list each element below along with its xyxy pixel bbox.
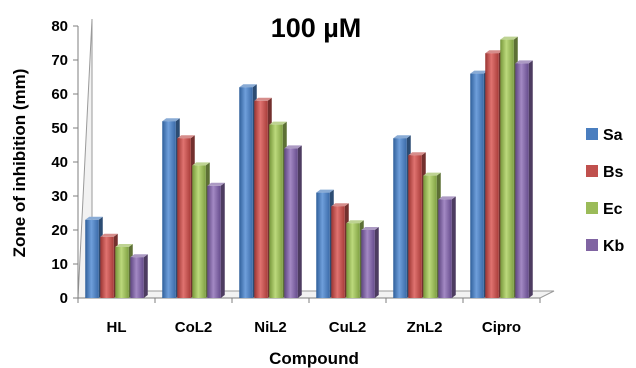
bar-Ec-CuL2 xyxy=(346,220,364,298)
legend: Sa Bs Ec Kb xyxy=(586,127,625,255)
bar-Sa-ZnL2 xyxy=(393,135,411,298)
bar-Bs-CuL2 xyxy=(331,203,349,298)
bar-Sa-CuL2 xyxy=(316,189,334,298)
y-tick-label: 40 xyxy=(51,154,68,171)
bar-Bs-HL xyxy=(100,233,118,298)
bar-Sa-HL xyxy=(85,216,103,298)
chart-title: 100 µM xyxy=(271,13,362,43)
y-tick-label: 30 xyxy=(51,188,68,205)
legend-swatch-Kb xyxy=(586,239,598,251)
x-axis-label: Compound xyxy=(269,349,359,368)
bar-Kb-CoL2 xyxy=(207,182,225,298)
x-axis-ticks: HL CoL2 NiL2 CuL2 ZnL2 Cipro xyxy=(77,298,541,336)
legend-swatch-Sa xyxy=(586,128,598,140)
legend-label-Bs: Bs xyxy=(603,164,624,181)
x-tick-label: CuL2 xyxy=(329,319,367,336)
y-axis-ticks: 0 10 20 30 40 50 60 70 80 xyxy=(51,18,78,307)
bar-Bs-ZnL2 xyxy=(408,152,426,298)
legend-label-Kb: Kb xyxy=(603,238,625,255)
bar-Sa-NiL2 xyxy=(239,84,257,298)
legend-label-Sa: Sa xyxy=(603,127,623,144)
bar-Bs-Cipro xyxy=(485,50,503,299)
y-tick-label: 70 xyxy=(51,52,68,69)
legend-swatch-Bs xyxy=(586,165,598,177)
x-tick-label: CoL2 xyxy=(175,319,213,336)
bar-Kb-NiL2 xyxy=(284,145,302,298)
bar-Ec-ZnL2 xyxy=(423,172,441,298)
x-tick-label: HL xyxy=(107,319,127,336)
y-tick-label: 20 xyxy=(51,222,68,239)
x-tick-label: Cipro xyxy=(482,319,521,336)
bar-Kb-CuL2 xyxy=(361,227,379,298)
y-tick-label: 50 xyxy=(51,120,68,137)
bar-Ec-CoL2 xyxy=(192,162,210,298)
bar-Ec-Cipro xyxy=(500,36,518,298)
bar-Bs-NiL2 xyxy=(254,97,272,298)
bar-Kb-ZnL2 xyxy=(438,196,456,298)
bar-Kb-HL xyxy=(130,254,148,298)
bar-Sa-CoL2 xyxy=(162,118,180,298)
bar-Ec-HL xyxy=(115,244,133,298)
y-tick-label: 10 xyxy=(51,256,68,273)
bar-Bs-CoL2 xyxy=(177,135,195,298)
legend-swatch-Ec xyxy=(586,202,598,214)
bar-Sa-Cipro xyxy=(470,70,488,298)
x-tick-label: NiL2 xyxy=(254,319,287,336)
legend-label-Ec: Ec xyxy=(603,201,623,218)
y-tick-label: 60 xyxy=(51,86,68,103)
y-axis-label: Zone of inhibition (mm) xyxy=(10,69,29,258)
y-tick-label: 80 xyxy=(51,18,68,35)
bars xyxy=(85,36,533,299)
bar-Kb-Cipro xyxy=(515,60,533,299)
x-tick-label: ZnL2 xyxy=(407,319,443,336)
bar-Ec-NiL2 xyxy=(269,121,287,298)
y-tick-label: 0 xyxy=(60,290,68,307)
